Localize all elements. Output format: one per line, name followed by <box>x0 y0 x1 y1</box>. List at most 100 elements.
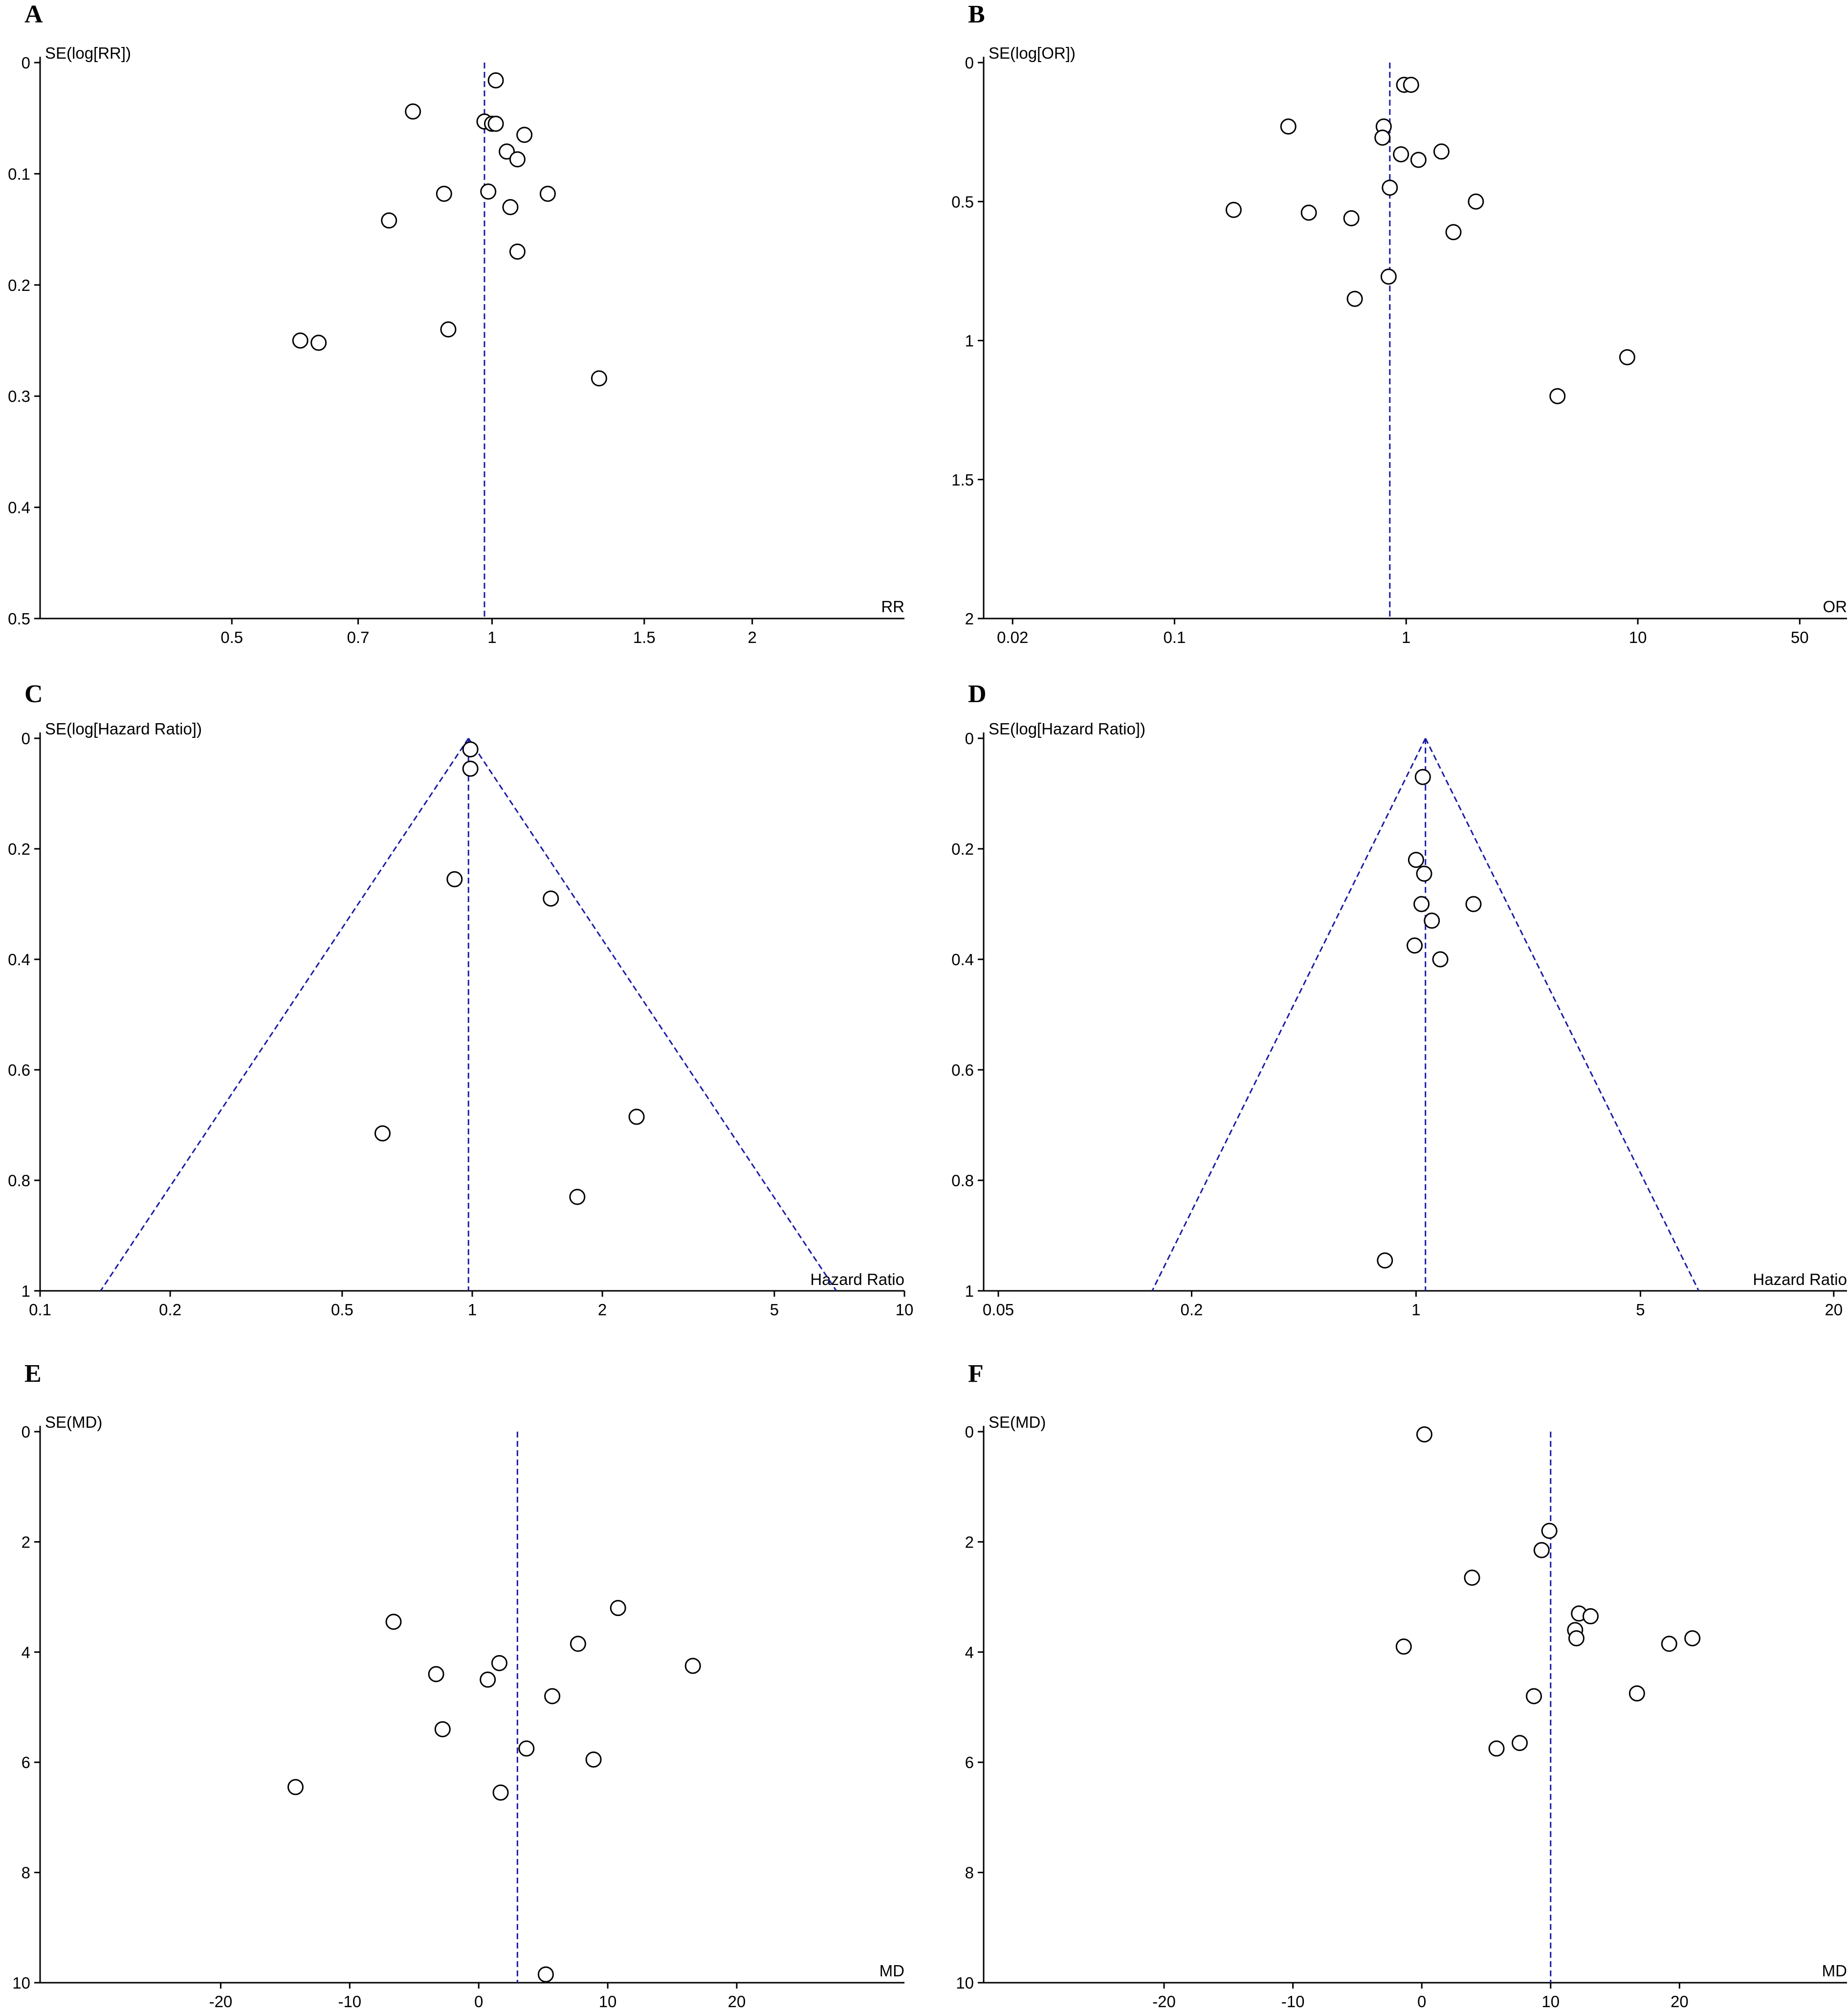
study-point <box>1416 1426 1432 1443</box>
study-point <box>1374 129 1391 146</box>
y-tick-label: 0.2 <box>8 840 30 858</box>
study-point <box>516 127 533 143</box>
study-point <box>1424 912 1440 929</box>
study-point <box>628 1108 645 1125</box>
y-tick-label: 0.4 <box>8 951 30 969</box>
y-tick-label: 0 <box>22 1423 30 1441</box>
study-point <box>310 334 327 351</box>
x-tick-label: 1 <box>1411 1301 1420 1319</box>
x-tick-label: 10 <box>1629 628 1647 646</box>
x-axis-title: Hazard Ratio <box>810 1270 904 1288</box>
x-tick-label: 10 <box>896 1301 914 1319</box>
study-point <box>1410 152 1427 168</box>
x-tick-label: 0.2 <box>159 1301 181 1319</box>
x-tick-label: 5 <box>770 1301 779 1319</box>
study-point <box>585 1751 602 1768</box>
funnel-limit-left <box>1151 738 1427 1291</box>
plot-area: 0 2 4 6 8 10 -20 -10 0 10 20 <box>956 1423 1847 2011</box>
study-point <box>1343 210 1360 226</box>
study-point <box>1468 193 1484 210</box>
y-tick-label: 0.6 <box>8 1061 30 1079</box>
panel-b: B SE(log[OR]) OR 0 0.5 1 1.5 2 0.02 0.1 1 10 50 <box>951 0 1847 646</box>
panel-letter: D <box>968 680 987 708</box>
study-point <box>434 1721 451 1738</box>
study-point <box>1416 865 1432 882</box>
study-point <box>462 760 479 777</box>
study-point <box>499 143 515 160</box>
study-point <box>446 871 463 887</box>
study-point <box>1414 769 1431 785</box>
study-point <box>502 199 519 216</box>
study-point <box>381 212 397 229</box>
x-tick-label: 10 <box>599 1992 617 2011</box>
study-point <box>1380 268 1397 285</box>
x-tick-label: 0.5 <box>331 1301 353 1319</box>
x-tick-label: 1 <box>468 1301 477 1319</box>
y-tick-label: 6 <box>22 1753 30 1771</box>
study-point <box>1661 1636 1677 1652</box>
y-tick-label: 6 <box>965 1753 974 1771</box>
study-point <box>1225 201 1242 218</box>
study-point <box>1628 1685 1645 1702</box>
study-point <box>509 151 526 168</box>
study-point <box>1568 1630 1584 1647</box>
y-axis-title: SE(MD) <box>45 1413 102 1431</box>
x-tick-label: 0.02 <box>997 628 1028 646</box>
y-axis-title: SE(log[OR]) <box>989 44 1076 62</box>
study-point <box>385 1614 402 1630</box>
x-axis-title: MD <box>880 1962 904 1980</box>
study-point <box>1549 388 1566 404</box>
study-point <box>1300 204 1317 221</box>
y-tick-label: 0.5 <box>8 610 30 628</box>
y-axis-title: SE(MD) <box>989 1413 1046 1431</box>
y-tick-label: 10 <box>12 1974 30 1992</box>
y-tick-label: 2 <box>965 1533 974 1551</box>
x-tick-label: -10 <box>1281 1992 1305 2011</box>
y-axis-title: SE(log[Hazard Ratio]) <box>989 720 1145 738</box>
study-point <box>1382 179 1398 196</box>
study-point <box>480 1671 496 1688</box>
plot-area: 0 2 4 6 8 10 -20 -10 0 10 20 <box>12 1423 904 2011</box>
x-tick-label: -20 <box>1152 1992 1176 2011</box>
panel-a: A SE(log[RR]) RR 0 0.1 0.2 0.3 0.4 0.5 0.5 0.7 1… <box>8 0 904 646</box>
x-tick-label: 0.7 <box>347 628 370 646</box>
x-tick-label: 1 <box>1402 628 1410 646</box>
study-point <box>1684 1630 1701 1647</box>
study-point <box>1377 1252 1393 1269</box>
x-tick-label: 10 <box>1541 1992 1560 2011</box>
y-tick-label: 2 <box>22 1533 30 1551</box>
y-tick-label: 1 <box>965 1282 974 1300</box>
x-tick-label: -10 <box>338 1992 361 2011</box>
panel-letter: A <box>24 0 43 28</box>
x-tick-label: 20 <box>1671 1992 1689 2011</box>
study-point <box>570 1636 586 1652</box>
study-point <box>1525 1688 1542 1704</box>
x-tick-label: 0.05 <box>983 1301 1014 1319</box>
study-point <box>491 1655 507 1671</box>
panel-c: C SE(log[Hazard Ratio]) Hazard Ratio 0 0.… <box>8 680 913 1319</box>
y-tick-label: 0.4 <box>8 499 30 517</box>
y-tick-label: 4 <box>22 1643 30 1661</box>
panel-letter: F <box>968 1360 984 1388</box>
study-point <box>569 1189 586 1205</box>
study-point <box>509 243 526 260</box>
y-tick-label: 0.3 <box>8 387 30 405</box>
plot-area: 00.20.40.60.810.1 0.2 0.5 1 2 5 10 <box>8 730 913 1319</box>
y-tick-label: 1.5 <box>951 471 974 489</box>
y-tick-label: 1 <box>22 1282 30 1300</box>
x-axis-title: RR <box>881 598 904 616</box>
plot-area: 0 0.1 0.2 0.3 0.4 0.5 0.5 0.7 1 1.5 2 <box>8 54 904 646</box>
x-tick-label: 50 <box>1791 628 1809 646</box>
x-axis-title: Hazard Ratio <box>1753 1270 1847 1288</box>
panel-f: F SE(MD) MD 0 2 4 6 8 10 -20 -10 0 10 20 <box>956 1360 1847 2011</box>
study-point <box>374 1125 391 1142</box>
study-point <box>1407 937 1423 954</box>
x-tick-label: 0.1 <box>1163 628 1186 646</box>
y-tick-label: 0.5 <box>951 193 974 211</box>
study-point <box>1393 146 1409 163</box>
study-point <box>440 321 457 338</box>
study-point <box>1541 1523 1558 1539</box>
x-tick-label: 0.5 <box>220 628 243 646</box>
panel-e: E SE(MD) MD 0 2 4 6 8 10 -20 -10 0 10 20 <box>12 1360 904 2011</box>
study-point <box>1395 1638 1412 1655</box>
